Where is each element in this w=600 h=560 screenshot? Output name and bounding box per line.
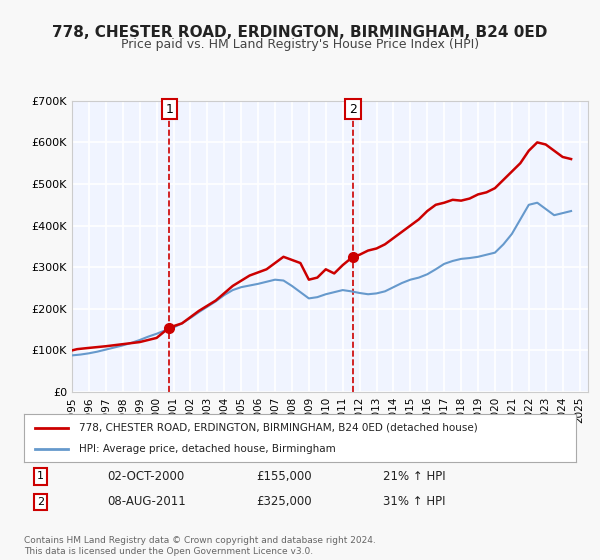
Text: 21% ↑ HPI: 21% ↑ HPI	[383, 470, 445, 483]
Text: This data is licensed under the Open Government Licence v3.0.: This data is licensed under the Open Gov…	[24, 547, 313, 556]
Text: Price paid vs. HM Land Registry's House Price Index (HPI): Price paid vs. HM Land Registry's House …	[121, 38, 479, 51]
Text: 778, CHESTER ROAD, ERDINGTON, BIRMINGHAM, B24 0ED: 778, CHESTER ROAD, ERDINGTON, BIRMINGHAM…	[52, 25, 548, 40]
Text: £325,000: £325,000	[256, 496, 311, 508]
Text: 31% ↑ HPI: 31% ↑ HPI	[383, 496, 445, 508]
Text: Contains HM Land Registry data © Crown copyright and database right 2024.: Contains HM Land Registry data © Crown c…	[24, 536, 376, 545]
Text: 1: 1	[37, 471, 44, 481]
Text: £155,000: £155,000	[256, 470, 311, 483]
Text: 2: 2	[349, 102, 357, 115]
Text: 08-AUG-2011: 08-AUG-2011	[107, 496, 185, 508]
Text: HPI: Average price, detached house, Birmingham: HPI: Average price, detached house, Birm…	[79, 444, 336, 454]
Text: 02-OCT-2000: 02-OCT-2000	[107, 470, 184, 483]
Text: 2: 2	[37, 497, 44, 507]
Text: 778, CHESTER ROAD, ERDINGTON, BIRMINGHAM, B24 0ED (detached house): 778, CHESTER ROAD, ERDINGTON, BIRMINGHAM…	[79, 423, 478, 433]
Text: 1: 1	[166, 102, 173, 115]
